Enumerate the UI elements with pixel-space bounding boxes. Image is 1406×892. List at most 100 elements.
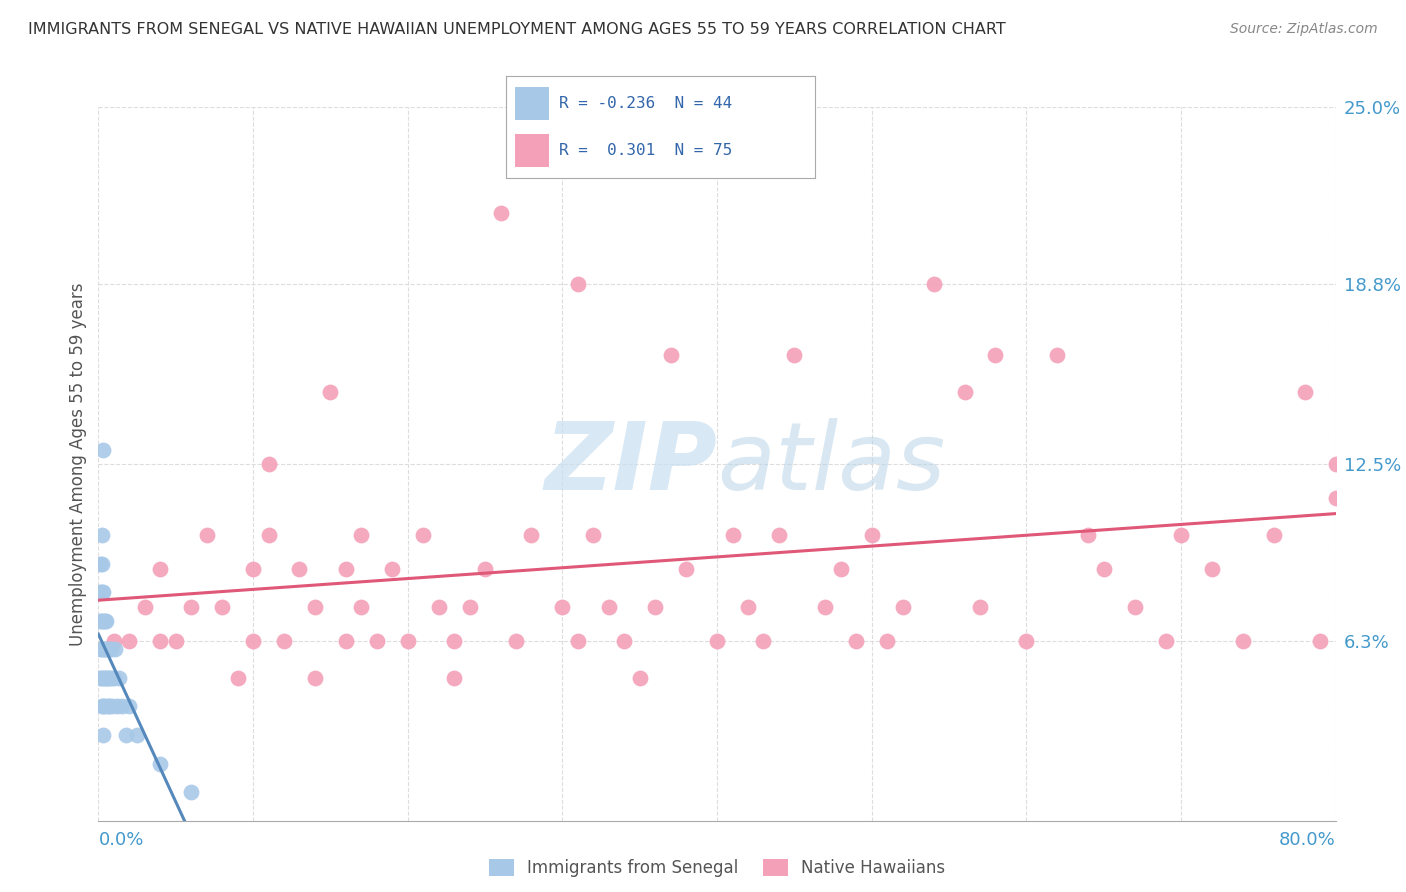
Point xyxy=(91,585,114,599)
Point xyxy=(89,614,111,628)
Point xyxy=(103,633,125,648)
Legend: Immigrants from Senegal, Native Hawaiians: Immigrants from Senegal, Native Hawaiian… xyxy=(482,852,952,884)
Point xyxy=(1309,633,1331,648)
Point xyxy=(814,599,837,614)
Point xyxy=(582,528,605,542)
Point xyxy=(91,442,114,457)
Point xyxy=(551,599,574,614)
Point xyxy=(1232,633,1254,648)
Point xyxy=(381,562,404,576)
Point xyxy=(98,671,121,685)
Point xyxy=(783,348,806,362)
Point xyxy=(304,671,326,685)
Point xyxy=(90,671,112,685)
Point xyxy=(93,699,115,714)
Point xyxy=(922,277,945,291)
Point xyxy=(1077,528,1099,542)
Point xyxy=(96,614,118,628)
Point xyxy=(675,562,697,576)
Point xyxy=(288,562,311,576)
Point xyxy=(505,633,527,648)
Point xyxy=(105,699,128,714)
Point xyxy=(335,633,357,648)
Bar xyxy=(516,87,550,120)
Point xyxy=(1294,385,1316,400)
Text: Source: ZipAtlas.com: Source: ZipAtlas.com xyxy=(1230,22,1378,37)
Text: 0.0%: 0.0% xyxy=(98,831,143,849)
Point xyxy=(149,633,172,648)
Point xyxy=(100,671,122,685)
Point xyxy=(96,642,118,657)
Point xyxy=(89,557,111,571)
Point xyxy=(350,599,373,614)
Point xyxy=(1015,633,1038,648)
Text: R = -0.236  N = 44: R = -0.236 N = 44 xyxy=(558,96,733,111)
Point xyxy=(273,633,295,648)
Point xyxy=(91,699,114,714)
Point xyxy=(319,385,342,400)
Point xyxy=(180,599,202,614)
Text: atlas: atlas xyxy=(717,418,945,509)
Point xyxy=(98,699,121,714)
Point xyxy=(489,205,512,219)
Point xyxy=(89,642,111,657)
Point xyxy=(443,633,465,648)
Point xyxy=(860,528,883,542)
Point xyxy=(127,728,149,742)
Point xyxy=(350,528,373,542)
Point xyxy=(1170,528,1192,542)
Point xyxy=(91,728,114,742)
Point xyxy=(567,633,589,648)
Point xyxy=(91,614,114,628)
Point xyxy=(242,633,264,648)
Point xyxy=(90,642,112,657)
Point xyxy=(752,633,775,648)
Point xyxy=(90,528,112,542)
Point xyxy=(1324,491,1347,505)
Point xyxy=(396,633,419,648)
Point xyxy=(91,671,114,685)
Point xyxy=(891,599,914,614)
Point xyxy=(257,528,280,542)
Point xyxy=(97,699,120,714)
Point xyxy=(984,348,1007,362)
Point xyxy=(1263,528,1285,542)
Point xyxy=(90,699,112,714)
Point xyxy=(115,728,138,742)
Point xyxy=(107,671,129,685)
Point xyxy=(93,614,115,628)
Point xyxy=(335,562,357,576)
Point xyxy=(111,699,134,714)
Point xyxy=(90,557,112,571)
Point xyxy=(90,614,112,628)
Point xyxy=(1324,457,1347,471)
Point xyxy=(103,671,125,685)
Bar xyxy=(516,135,550,167)
Point xyxy=(104,642,127,657)
Point xyxy=(96,671,118,685)
Point xyxy=(101,699,124,714)
Point xyxy=(134,599,156,614)
Point xyxy=(458,599,481,614)
Point xyxy=(474,562,496,576)
Text: 80.0%: 80.0% xyxy=(1279,831,1336,849)
Text: ZIP: ZIP xyxy=(544,417,717,510)
Point xyxy=(1046,348,1069,362)
Point xyxy=(211,599,233,614)
Point xyxy=(118,699,141,714)
Point xyxy=(644,599,666,614)
Point xyxy=(768,528,790,542)
Point xyxy=(969,599,991,614)
Point xyxy=(149,756,172,771)
Point xyxy=(100,642,122,657)
Point xyxy=(520,528,543,542)
Point xyxy=(226,671,249,685)
Point xyxy=(598,599,620,614)
Point xyxy=(706,633,728,648)
Point xyxy=(1154,633,1177,648)
Point xyxy=(165,633,187,648)
Point xyxy=(257,457,280,471)
Point xyxy=(1123,599,1146,614)
Point xyxy=(149,562,172,576)
Point xyxy=(91,642,114,657)
